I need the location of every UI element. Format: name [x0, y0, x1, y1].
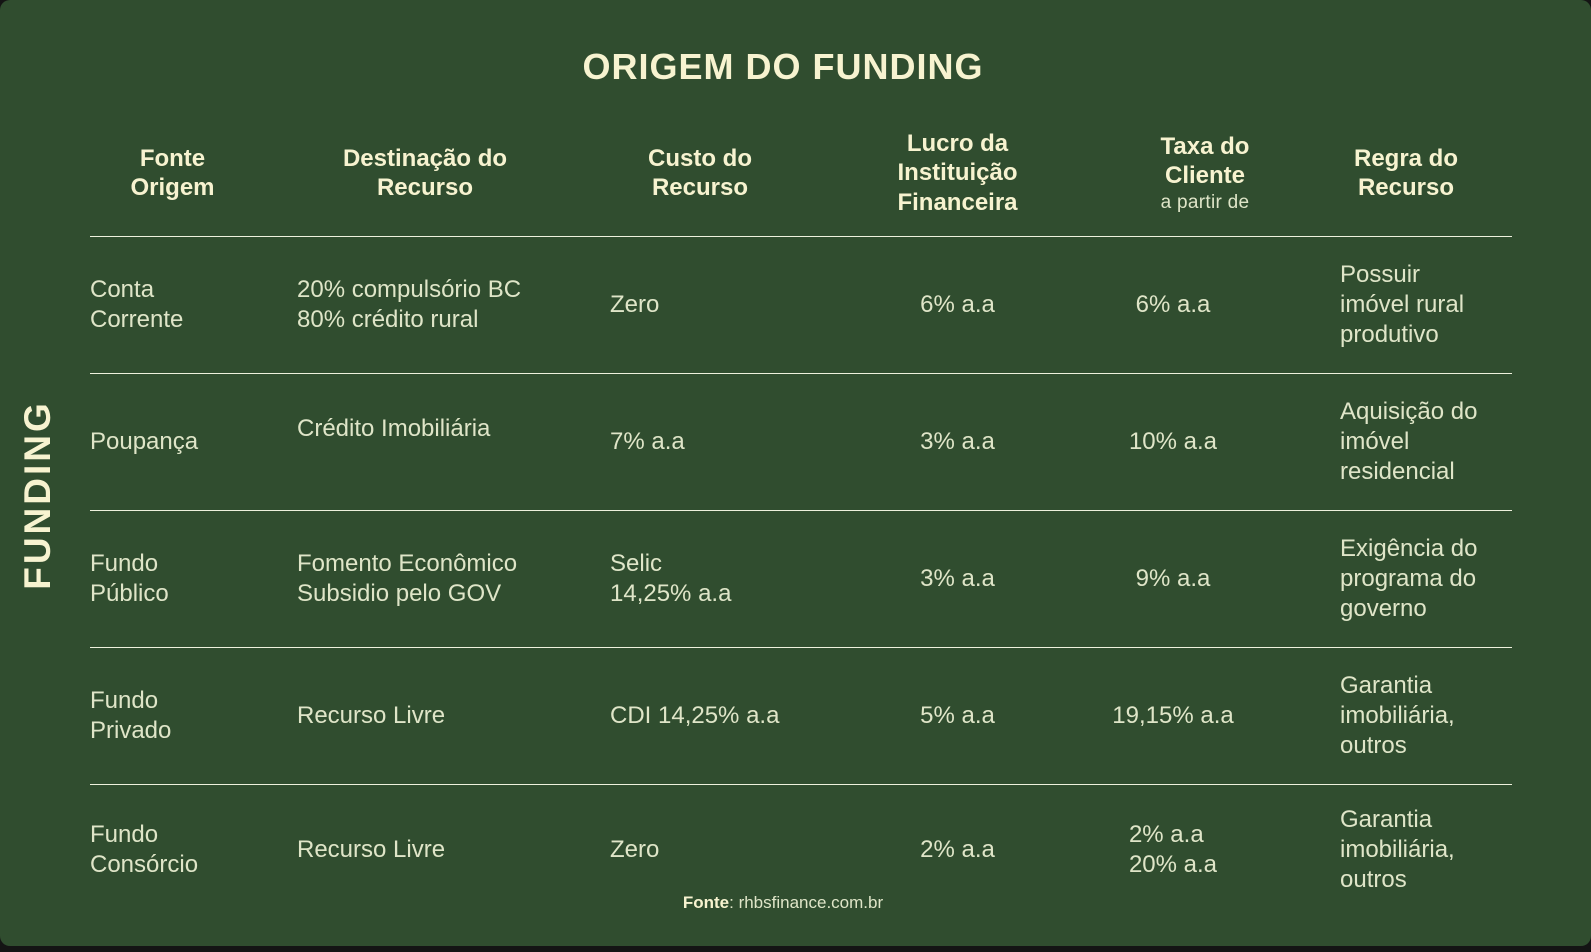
table-cell: Poupança: [90, 428, 199, 455]
table-cell: Possuir imóvel rural produtivo: [1340, 261, 1465, 348]
table-cell: 2% a.a 20% a.a: [1128, 821, 1218, 878]
table-row-poupanca: Poupança Crédito Imobiliária 7% a.a 3% a…: [90, 374, 1512, 511]
table-cell: Fundo Consórcio: [90, 821, 199, 878]
table-cell: 10% a.a: [1128, 428, 1218, 455]
column-subheader-a-partir-de: a partir de: [1160, 192, 1250, 214]
chart-title: ORIGEM DO FUNDING: [582, 46, 984, 87]
table-cell: Garantia imobiliária, outros: [1340, 672, 1455, 759]
table-cell: CDI 14,25% a.a: [610, 702, 780, 729]
table-row-fundo-consorcio: Fundo Consórcio Recurso Livre Zero 2% a.…: [90, 785, 1512, 915]
table-cell: 7% a.a: [610, 428, 685, 455]
column-header-destinacao-do-recurso: Destinação do Recurso: [342, 144, 508, 201]
column-header-custo-do-recurso: Custo do Recurso: [648, 144, 752, 201]
table-cell: 5% a.a: [920, 702, 995, 729]
table-row-conta-corrente: Conta Corrente 20% compulsório BC 80% cr…: [90, 237, 1512, 374]
table-cell: Fundo Público: [90, 550, 169, 607]
table-cell: Selic 14,25% a.a: [610, 550, 732, 607]
table-cell: 20% compulsório BC 80% crédito rural: [297, 276, 522, 333]
source-label: Fonte: [682, 893, 730, 912]
column-header-taxa-do-cliente-label: Taxa do Cliente: [1160, 132, 1250, 189]
table-cell: Zero: [610, 291, 660, 318]
table-cell: 2% a.a: [920, 836, 995, 863]
table-cell: Exigência do programa do governo: [1340, 535, 1478, 622]
table-cell: Crédito Imobiliária: [297, 415, 491, 442]
source-note: Fonte: rhbsfinance.com.br: [72, 893, 1494, 913]
table-row-fundo-publico: Fundo Público Fomento Econômico Subsidio…: [90, 511, 1512, 648]
column-header-lucro-da-instituicao-financeira: Lucro da Instituição Financeira: [897, 130, 1018, 216]
table-cell: Fundo Privado: [90, 687, 172, 744]
column-header-fonte-origem: Fonte Origem: [130, 144, 215, 201]
table-cell: 3% a.a: [920, 565, 995, 592]
table-header-row: Fonte Origem Destinação do Recurso Custo…: [90, 110, 1512, 237]
table-cell: Conta Corrente: [90, 276, 184, 333]
table-cell: 3% a.a: [920, 428, 995, 455]
table-cell: Recurso Livre: [297, 836, 446, 863]
table-row-fundo-privado: Fundo Privado Recurso Livre CDI 14,25% a…: [90, 648, 1512, 785]
source-value: : rhbsfinance.com.br: [729, 893, 884, 912]
funding-table: Fonte Origem Destinação do Recurso Custo…: [90, 110, 1512, 915]
funding-side-label: FUNDING: [17, 400, 58, 590]
table-cell: 6% a.a: [1135, 291, 1211, 318]
table-cell: Recurso Livre: [297, 702, 446, 729]
table-cell: Fomento Econômico Subsidio pelo GOV: [297, 550, 518, 607]
column-header-regra-do-recurso: Regra do Recurso: [1353, 144, 1458, 201]
table-cell: Garantia imobiliária, outros: [1340, 806, 1455, 893]
column-header-taxa-do-cliente: Taxa do Cliente a partir de: [1110, 110, 1300, 236]
table-cell: 6% a.a: [920, 291, 995, 318]
table-cell: Zero: [610, 836, 660, 863]
table-cell: 9% a.a: [1135, 565, 1211, 592]
table-cell: 19,15% a.a: [1112, 702, 1234, 729]
table-cell: Aquisição do imóvel residencial: [1340, 398, 1478, 485]
